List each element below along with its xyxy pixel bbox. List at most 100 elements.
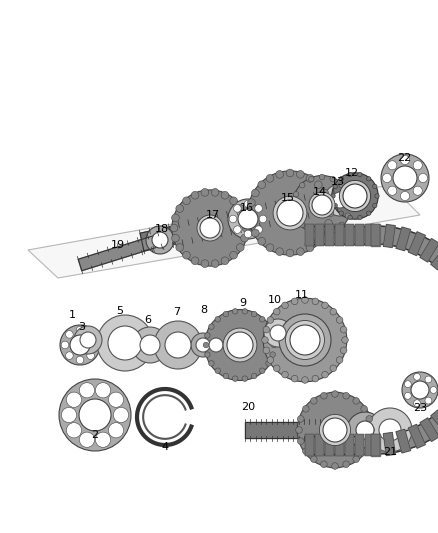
Bar xyxy=(335,434,344,456)
Circle shape xyxy=(97,315,153,371)
Circle shape xyxy=(270,325,286,341)
Circle shape xyxy=(411,381,429,399)
Circle shape xyxy=(260,317,265,322)
Text: 10: 10 xyxy=(268,295,282,305)
Circle shape xyxy=(300,222,305,228)
Bar xyxy=(325,224,334,246)
Polygon shape xyxy=(78,235,162,271)
Circle shape xyxy=(230,197,237,205)
Circle shape xyxy=(251,373,257,378)
Circle shape xyxy=(319,414,350,446)
Text: 6: 6 xyxy=(145,315,152,325)
Circle shape xyxy=(208,324,214,329)
Circle shape xyxy=(230,252,237,259)
Circle shape xyxy=(67,423,81,438)
Circle shape xyxy=(154,321,202,369)
Circle shape xyxy=(286,249,294,257)
Circle shape xyxy=(264,319,292,347)
Circle shape xyxy=(258,237,265,245)
Circle shape xyxy=(79,399,111,431)
Circle shape xyxy=(205,310,276,381)
Circle shape xyxy=(91,341,99,349)
Circle shape xyxy=(172,235,179,242)
Circle shape xyxy=(241,214,248,222)
Text: 4: 4 xyxy=(162,442,169,452)
Circle shape xyxy=(303,406,309,412)
Circle shape xyxy=(291,326,319,354)
Circle shape xyxy=(201,189,209,196)
Polygon shape xyxy=(408,424,425,448)
Circle shape xyxy=(211,189,219,196)
Circle shape xyxy=(356,421,374,439)
Text: 16: 16 xyxy=(240,203,254,213)
Circle shape xyxy=(345,213,350,219)
Circle shape xyxy=(425,376,432,383)
Circle shape xyxy=(242,309,247,314)
Circle shape xyxy=(221,191,229,199)
Circle shape xyxy=(247,199,255,206)
Circle shape xyxy=(312,298,319,305)
Circle shape xyxy=(404,392,411,399)
Bar xyxy=(335,224,344,246)
Circle shape xyxy=(208,361,214,366)
Circle shape xyxy=(233,205,241,212)
Text: 2: 2 xyxy=(92,430,99,440)
Bar xyxy=(365,434,374,456)
Circle shape xyxy=(321,229,328,237)
Circle shape xyxy=(244,200,252,208)
Circle shape xyxy=(425,397,432,404)
Circle shape xyxy=(321,392,327,399)
Circle shape xyxy=(261,337,268,343)
Circle shape xyxy=(273,309,280,315)
Circle shape xyxy=(367,211,371,215)
Circle shape xyxy=(211,260,219,268)
Circle shape xyxy=(201,260,209,268)
Circle shape xyxy=(247,220,255,227)
Circle shape xyxy=(191,191,199,199)
Circle shape xyxy=(321,302,328,309)
Circle shape xyxy=(333,204,337,208)
Circle shape xyxy=(303,448,309,455)
Circle shape xyxy=(333,184,337,189)
Circle shape xyxy=(204,333,228,357)
Circle shape xyxy=(109,423,124,438)
Circle shape xyxy=(66,330,73,338)
Circle shape xyxy=(277,200,303,226)
Circle shape xyxy=(312,195,332,215)
Circle shape xyxy=(140,335,160,355)
Circle shape xyxy=(324,184,356,216)
Circle shape xyxy=(367,427,374,433)
Circle shape xyxy=(358,215,362,220)
Circle shape xyxy=(205,352,210,357)
Circle shape xyxy=(60,325,100,365)
Circle shape xyxy=(266,361,272,366)
Bar xyxy=(315,434,324,456)
Circle shape xyxy=(339,180,371,212)
Circle shape xyxy=(76,326,84,334)
Circle shape xyxy=(266,174,274,182)
Circle shape xyxy=(367,176,371,181)
Circle shape xyxy=(87,352,95,359)
Circle shape xyxy=(80,332,96,348)
Circle shape xyxy=(319,230,325,236)
Circle shape xyxy=(336,357,343,364)
Circle shape xyxy=(348,215,352,220)
Circle shape xyxy=(325,199,332,206)
Circle shape xyxy=(233,226,241,233)
Text: 23: 23 xyxy=(413,403,427,413)
Circle shape xyxy=(321,372,328,378)
Circle shape xyxy=(330,176,336,182)
Circle shape xyxy=(170,224,178,232)
Circle shape xyxy=(279,314,331,366)
Polygon shape xyxy=(408,232,425,256)
Text: 18: 18 xyxy=(155,224,169,234)
Circle shape xyxy=(258,181,265,189)
Text: 19: 19 xyxy=(111,240,125,250)
Circle shape xyxy=(270,333,276,338)
Bar xyxy=(365,224,374,246)
Circle shape xyxy=(215,317,220,322)
Circle shape xyxy=(343,392,350,399)
Circle shape xyxy=(331,194,335,198)
Circle shape xyxy=(197,215,223,241)
Circle shape xyxy=(413,400,420,407)
